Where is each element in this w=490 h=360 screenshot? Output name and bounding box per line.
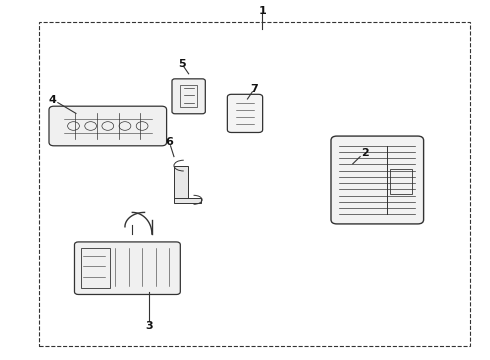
FancyBboxPatch shape — [174, 166, 188, 200]
FancyBboxPatch shape — [227, 94, 263, 132]
Text: 6: 6 — [165, 137, 173, 147]
Text: 1: 1 — [258, 6, 266, 16]
FancyBboxPatch shape — [331, 136, 423, 224]
Text: 3: 3 — [146, 321, 153, 331]
Text: 5: 5 — [178, 59, 186, 69]
Text: 4: 4 — [49, 95, 57, 105]
FancyBboxPatch shape — [174, 198, 201, 203]
FancyBboxPatch shape — [49, 106, 167, 146]
FancyBboxPatch shape — [172, 79, 205, 114]
Text: 7: 7 — [250, 84, 258, 94]
FancyBboxPatch shape — [74, 242, 180, 294]
Text: 2: 2 — [361, 148, 369, 158]
